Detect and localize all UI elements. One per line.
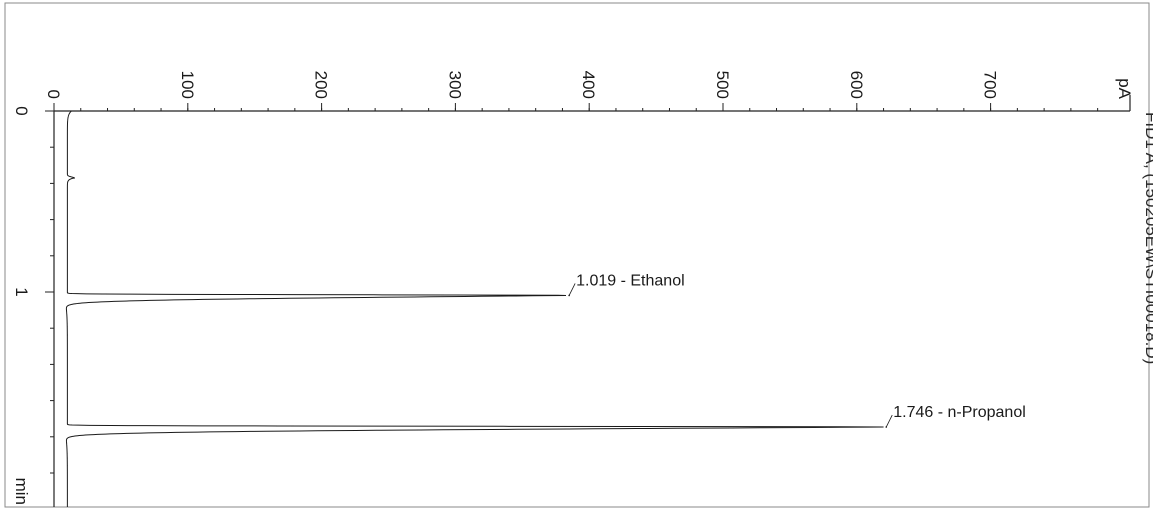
x-tick-label-group: 700 [981, 71, 1000, 99]
x-unit-label-group: pA [1115, 78, 1134, 99]
x-tick-label: 0 [44, 90, 63, 99]
peak-label: 1.746 - n-Propanol [893, 404, 1026, 421]
x-tick-label-group: 600 [847, 71, 866, 99]
x-tick-label: 500 [713, 71, 732, 99]
y-tick-label-group: 1 [12, 287, 31, 296]
x-tick-label-group: 0 [44, 90, 63, 99]
peak-label: 1.019 - Ethanol [576, 272, 685, 289]
signal-label: FID1 A, (150205EW\STI00018.D) [1142, 112, 1153, 364]
x-tick-label: 700 [981, 71, 1000, 99]
x-tick-label-group: 400 [579, 71, 598, 99]
chromatogram-trace [65, 110, 884, 507]
x-tick-label-group: 300 [445, 71, 464, 99]
x-tick-label: 200 [312, 71, 331, 99]
y-tick-label-group: 0 [12, 106, 31, 115]
signal-label-group: FID1 A, (150205EW\STI00018.D) [1142, 112, 1153, 364]
y-axis-unit-label: min [12, 478, 31, 505]
x-tick-label: 600 [847, 71, 866, 99]
y-unit-label-group: min [12, 478, 31, 505]
y-tick-label: 1 [12, 287, 31, 296]
x-tick-label-group: 500 [713, 71, 732, 99]
x-tick-label-group: 200 [312, 71, 331, 99]
peak-label-leader [568, 283, 576, 296]
y-tick-label: 0 [12, 106, 31, 115]
page-frame [4, 2, 1150, 508]
x-tick-label: 100 [178, 71, 197, 99]
x-tick-label: 300 [445, 71, 464, 99]
x-tick-label: 400 [579, 71, 598, 99]
peak-label-leader [885, 414, 893, 428]
x-tick-label-group: 100 [178, 71, 197, 99]
x-axis-unit-label: pA [1115, 78, 1134, 99]
peak-apex-point [73, 177, 75, 179]
